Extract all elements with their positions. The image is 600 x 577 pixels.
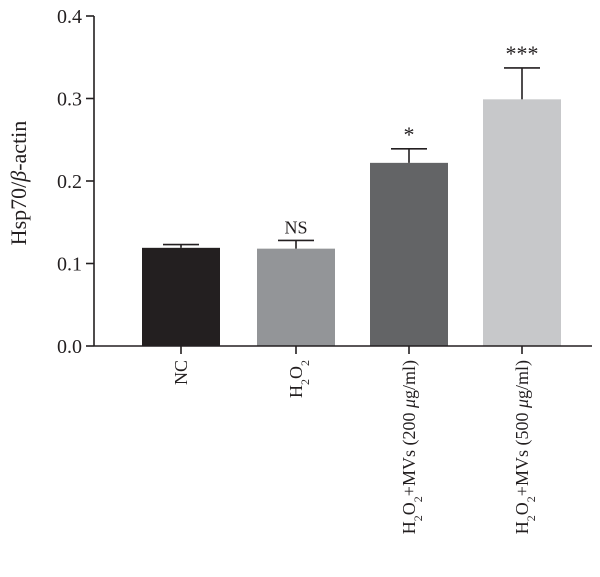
- y-tick-label: 0.0: [57, 336, 82, 358]
- x-tick-label-part: O: [286, 366, 306, 379]
- x-tick-label-part: H: [286, 385, 306, 398]
- x-tick-label: NC: [171, 360, 191, 385]
- x-tick-label-subscript: 2: [524, 496, 538, 502]
- bar: [142, 247, 220, 346]
- x-tick-label: H2O2+MVs (500 μg/ml): [512, 360, 538, 534]
- y-tick-label: 0.2: [57, 171, 82, 193]
- x-tick-label-subscript: 2: [411, 515, 425, 521]
- x-tick-label: H2O2: [286, 360, 312, 398]
- x-tick-label-part: H: [399, 521, 419, 534]
- significance-label: *: [404, 122, 415, 147]
- x-tick-label-subscript: 2: [524, 515, 538, 521]
- bar: [370, 162, 448, 346]
- x-tick-label-part: μ: [399, 399, 419, 409]
- x-tick-label-part: NC: [171, 360, 191, 385]
- y-axis-label: Hsp70/β-actin: [6, 121, 31, 246]
- x-tick-label-part: +MVs (200: [399, 408, 420, 496]
- x-tick-label-part: O: [512, 502, 532, 515]
- x-tick-label-part: O: [399, 502, 419, 515]
- y-axis: 0.0 0.1 0.2 0.3 0.4: [57, 6, 95, 358]
- x-tick-label-part: g/ml): [399, 360, 420, 399]
- bars: NS****: [142, 41, 561, 346]
- bar: [257, 248, 335, 346]
- y-label-part: Hsp70/: [6, 181, 31, 245]
- y-label-beta: β: [6, 171, 31, 183]
- y-tick-label: 0.1: [57, 254, 82, 276]
- y-label-part: -actin: [6, 121, 31, 171]
- x-tick-label-part: +MVs (500: [512, 408, 533, 496]
- x-tick-label: H2O2+MVs (200 μg/ml): [399, 360, 425, 534]
- x-tick-label-subscript: 2: [411, 496, 425, 502]
- y-tick-label: 0.3: [57, 89, 82, 111]
- x-tick-label-part: H: [512, 521, 532, 534]
- significance-label: NS: [284, 217, 307, 237]
- y-tick-label: 0.4: [57, 6, 82, 28]
- x-tick-label-part: g/ml): [512, 360, 533, 399]
- x-tick-label-part: μ: [512, 399, 532, 409]
- x-tick-label-subscript: 2: [298, 360, 312, 366]
- x-tick-label-subscript: 2: [298, 379, 312, 385]
- significance-label: ***: [506, 41, 539, 66]
- bar: [483, 99, 561, 346]
